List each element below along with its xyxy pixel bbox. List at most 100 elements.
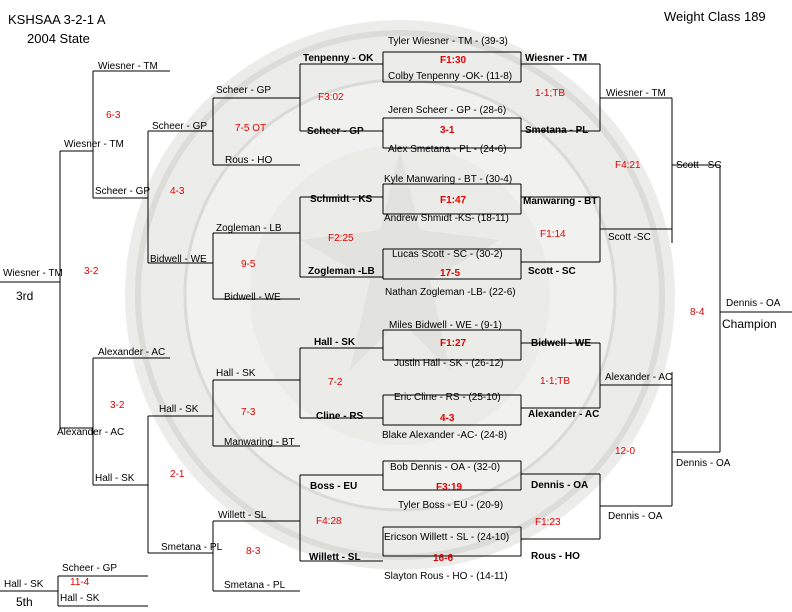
qf-alexander: Alexander - AC [528, 409, 600, 420]
c2-hall: Hall - SK [216, 368, 256, 379]
c1-scheer: Scheer - GP [307, 126, 364, 137]
tournament-name: KSHSAA 3-2-1 A [8, 12, 106, 27]
c2-willett: Willett - SL [218, 510, 267, 521]
qf-result-2: F1:14 [540, 229, 566, 240]
c1-schmidt: Schmidt - KS [310, 194, 373, 205]
c2-manwaring: Manwaring - BT [224, 437, 295, 448]
c4-scheer: Scheer - GP [95, 186, 151, 197]
c4-hall: Hall - SK [95, 473, 135, 484]
sf-alexander: Alexander - AC [605, 372, 673, 383]
c2-result-2: 9-5 [241, 259, 256, 270]
c3-result-1: 4-3 [170, 186, 185, 197]
c1-willett: Willett - SL [309, 552, 361, 563]
qf-rous: Rous - HO [531, 551, 580, 562]
c2-zogleman: Zogleman - LB [216, 223, 282, 234]
c4-result-1: 6-3 [106, 110, 121, 121]
weight-class-value: 189 [743, 9, 766, 24]
r1-m4-bottom: Nathan Zogleman -LB- (22-6) [385, 287, 516, 298]
r1-m8-top: Ericson Willett - SL - (24-10) [384, 532, 510, 543]
fifth-hall: Hall - SK [60, 593, 100, 604]
c3-hall: Hall - SK [159, 404, 199, 415]
r1-m6-top: Eric Cline - RS - (25-10) [394, 392, 501, 403]
r1-m3-bottom: Andrew Shmidt -KS- (18-11) [384, 213, 509, 224]
c1-result-2: F2:25 [328, 233, 354, 244]
r1-m8-bottom: Slayton Rous - HO - (14-11) [384, 571, 508, 582]
c1-hall: Hall - SK [314, 337, 356, 348]
c1-boss: Boss - EU [310, 481, 358, 492]
c2-result-3: 7-3 [241, 407, 256, 418]
qf-manwaring: Manwaring - BT [523, 196, 598, 207]
r1-m7-result: F3:19 [436, 482, 463, 493]
weight-class-text: Weight Class [664, 9, 741, 24]
qf-result-4: F1:23 [535, 517, 561, 528]
c1-zogleman: Zogleman -LB [308, 266, 375, 277]
c2-scheer: Scheer - GP [216, 85, 272, 96]
sf-result-1: F4:21 [615, 160, 641, 171]
c3-smetana: Smetana - PL [161, 542, 223, 553]
c1-result-4: F4:28 [316, 516, 342, 527]
c5-wiesner: Wiesner - TM [64, 139, 124, 150]
qf-bidwell: Bidwell - WE [531, 338, 591, 349]
c2-rous: Rous - HO [225, 155, 273, 166]
c1-result-3: 7-2 [328, 377, 343, 388]
r1-m4-top: Lucas Scott - SC - (30-2) [392, 249, 503, 260]
fifth-place-label: 5th [16, 595, 33, 609]
fifth-result: 11-4 [70, 577, 90, 588]
r1-m3-result: F1:47 [440, 195, 467, 206]
r1-m5-top: Miles Bidwell - WE - (9-1) [389, 320, 502, 331]
r1-m7-top: Bob Dennis - OA - (32-0) [390, 462, 501, 473]
r1-m2-bottom: Alex Smetana - PL - (24-6) [388, 144, 507, 155]
fifth-place-name: Hall - SK [4, 579, 44, 590]
r1-m8-bottom-a: Tyler Boss - EU - (20-9) [398, 500, 504, 511]
r1-m6-result: 4-3 [440, 413, 455, 424]
c3-scheer: Scheer - GP [152, 121, 208, 132]
qf-smetana: Smetana - PL [525, 125, 589, 136]
c2-result-1: 7-5 OT [235, 123, 267, 134]
r1-m8-result: 16-6 [433, 553, 454, 564]
c4-alexander: Alexander - AC [98, 347, 166, 358]
r1-m2-result: 3-1 [440, 125, 455, 136]
qf-dennis: Dennis - OA [531, 480, 589, 491]
c2-result-4: 8-3 [246, 546, 261, 557]
sf-scott: Scott -SC [608, 232, 651, 243]
qf-result-1: 1-1;TB [535, 88, 566, 99]
sf-result-2: 12-0 [615, 446, 636, 457]
event-name: 2004 State [27, 31, 90, 46]
r1-m3-top: Kyle Manwaring - BT - (30-4) [384, 174, 513, 185]
final-dennis: Dennis - OA [676, 458, 731, 469]
qf-scott: Scott - SC [528, 266, 576, 277]
r1-m5-bottom: Justin Hall - SK - (26-12) [394, 358, 504, 369]
r1-m4-result: 17-5 [440, 268, 461, 279]
third-place-label: 3rd [16, 289, 34, 303]
r1-m5-result: F1:27 [440, 338, 467, 349]
r1-m1-result: F1:30 [440, 55, 467, 66]
r1-m2-top: Jeren Scheer - GP - (28-6) [388, 105, 507, 116]
c3-result-2: 2-1 [170, 469, 185, 480]
champion-label: Champion [722, 317, 777, 331]
c5-result: 3-2 [84, 266, 99, 277]
c1-cline: Cline - RS [316, 411, 364, 422]
c1-result-1: F3:02 [318, 92, 344, 103]
c5-alexander: Alexander - AC [57, 427, 125, 438]
c4-result-2: 3-2 [110, 400, 125, 411]
r1-m6-bottom: Blake Alexander -AC- (24-8) [382, 430, 508, 441]
c1-tenpenny: Tenpenny - OK [303, 53, 374, 64]
sf-wiesner: Wiesner - TM [606, 88, 666, 99]
sf-dennis: Dennis - OA [608, 511, 663, 522]
r1-m1-top: Tyler Wiesner - TM - (39-3) [388, 36, 508, 47]
c4-wiesner: Wiesner - TM [98, 61, 158, 72]
qf-result-3: 1-1;TB [540, 376, 571, 387]
final-result: 8-4 [690, 307, 705, 318]
weight-class-label: Weight Class 189 [664, 9, 766, 24]
final-scott: Scott - SC [676, 160, 722, 171]
c2-smetana: Smetana - PL [224, 580, 286, 591]
r1-m1-bottom: Colby Tenpenny -OK- (11-8) [388, 71, 513, 82]
c2-bidwell: Bidwell - WE [224, 292, 281, 303]
kshsaa-seal-watermark [125, 20, 675, 570]
champion-name: Dennis - OA [726, 298, 781, 309]
fifth-scheer: Scheer - GP [62, 563, 118, 574]
c3-bidwell: Bidwell - WE [150, 254, 207, 265]
third-place-name: Wiesner - TM [3, 268, 63, 279]
qf-wiesner: Wiesner - TM [525, 53, 588, 64]
